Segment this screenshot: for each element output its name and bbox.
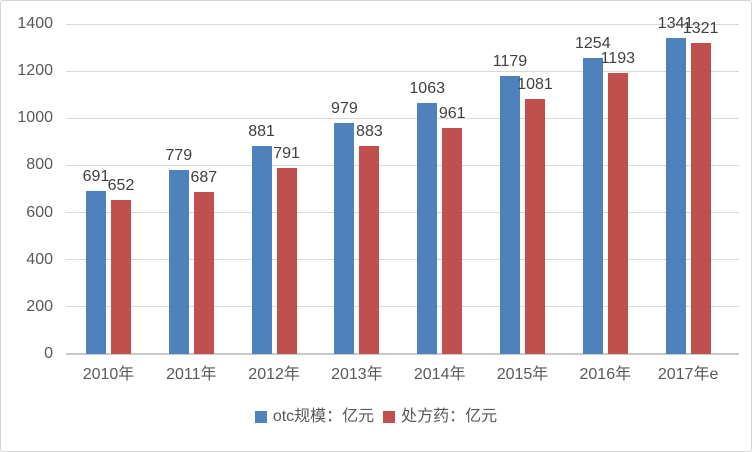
gridline xyxy=(66,259,739,260)
gridline xyxy=(66,71,739,72)
x-tick-label-2011年: 2011年 xyxy=(166,366,217,383)
bar-rx-2013年 xyxy=(359,145,380,354)
value-label-rx-2010年: 652 xyxy=(107,177,135,195)
x-tick-label-2012年: 2012年 xyxy=(248,366,300,383)
bar-rx-2016年 xyxy=(607,72,628,354)
legend-item-rx: 处方药：亿元 xyxy=(383,407,497,427)
x-tick-label-2014年: 2014年 xyxy=(413,366,466,383)
bar-otc-2015年 xyxy=(500,76,520,354)
value-label-rx-2016年: 1193 xyxy=(600,49,635,67)
value-label-rx-2013年: 883 xyxy=(356,122,383,140)
value-label-otc-2012年: 881 xyxy=(248,123,275,141)
gridline xyxy=(66,212,739,213)
value-label-otc-2015年: 1179 xyxy=(492,53,528,71)
value-label-rx-2015年: 1081 xyxy=(517,76,553,94)
bar-otc-2013年 xyxy=(334,123,355,354)
y-tick-label: 1200 xyxy=(17,62,53,79)
bar-otc-2016年 xyxy=(582,58,603,354)
value-label-otc-2013年: 979 xyxy=(331,100,358,118)
bar-rx-2014年 xyxy=(442,127,463,354)
y-tick-label: 600 xyxy=(26,204,53,221)
bar-rx-2011年 xyxy=(193,192,214,354)
y-tick-label: 800 xyxy=(26,156,53,173)
y-tick-label: 200 xyxy=(26,298,53,315)
bar-otc-2017年e xyxy=(665,37,686,354)
x-tick-label-2017年e: 2017年e xyxy=(657,366,719,383)
legend: otc规模：亿元 处方药：亿元 xyxy=(1,407,751,427)
legend-swatch-rx xyxy=(383,411,396,423)
legend-label-rx: 处方药：亿元 xyxy=(401,408,498,425)
legend-label-otc: otc规模：亿元 xyxy=(272,408,375,425)
bar-otc-2010年 xyxy=(86,191,106,354)
y-tick-label: 400 xyxy=(26,251,53,268)
value-label-rx-2014年: 961 xyxy=(438,104,466,122)
legend-swatch-otc xyxy=(254,411,267,423)
bar-rx-2017年e xyxy=(690,42,711,354)
y-tick-label: 1400 xyxy=(17,15,53,32)
value-label-otc-2011年: 779 xyxy=(165,147,193,165)
bar-rx-2015年 xyxy=(525,99,545,354)
value-label-rx-2012年: 791 xyxy=(273,144,300,162)
x-axis-line xyxy=(66,353,739,355)
x-tick-label-2015年: 2015年 xyxy=(496,366,549,383)
legend-item-otc: otc规模：亿元 xyxy=(254,407,375,427)
bar-otc-2014年 xyxy=(417,103,438,354)
gridline xyxy=(66,165,739,166)
gridline xyxy=(66,118,739,119)
bar-rx-2012年 xyxy=(276,167,297,354)
gridline xyxy=(66,306,739,307)
value-label-otc-2017年e: 1341 xyxy=(657,14,694,32)
bar-rx-2010年 xyxy=(111,200,131,354)
gridline xyxy=(66,24,739,25)
value-label-rx-2011年: 687 xyxy=(190,169,218,187)
y-tick-label: 1000 xyxy=(17,109,53,126)
value-label-otc-2010年: 691 xyxy=(82,168,110,186)
bar-otc-2012年 xyxy=(251,146,272,354)
value-label-otc-2016年: 1254 xyxy=(575,35,611,53)
x-tick-label-2013年: 2013年 xyxy=(331,366,383,383)
bar-otc-2011年 xyxy=(168,170,189,354)
y-tick-label: 0 xyxy=(44,345,53,362)
x-tick-label-2016年: 2016年 xyxy=(579,366,632,383)
value-label-otc-2014年: 1063 xyxy=(409,80,445,98)
value-label-rx-2017年e: 1321 xyxy=(682,19,719,37)
x-tick-label-2010年: 2010年 xyxy=(82,366,135,383)
